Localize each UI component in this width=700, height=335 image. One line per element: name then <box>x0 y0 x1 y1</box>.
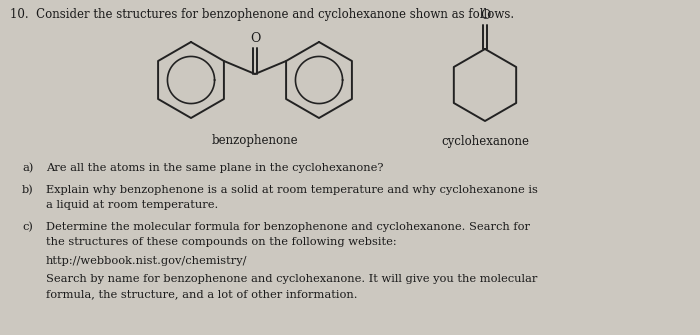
Text: O: O <box>250 32 260 45</box>
Text: Explain why benzophenone is a solid at room temperature and why cyclohexanone is: Explain why benzophenone is a solid at r… <box>46 185 538 195</box>
Text: O: O <box>480 9 490 22</box>
Text: benzophenone: benzophenone <box>211 134 298 147</box>
Text: 10.  Consider the structures for benzophenone and cyclohexanone shown as follows: 10. Consider the structures for benzophe… <box>10 8 514 21</box>
Text: cyclohexanone: cyclohexanone <box>441 135 529 148</box>
Text: Search by name for benzophenone and cyclohexanone. It will give you the molecula: Search by name for benzophenone and cycl… <box>46 274 538 284</box>
Text: the structures of these compounds on the following website:: the structures of these compounds on the… <box>46 237 397 247</box>
Text: formula, the structure, and a lot of other information.: formula, the structure, and a lot of oth… <box>46 289 358 299</box>
Text: a): a) <box>22 163 34 173</box>
Text: c): c) <box>22 221 33 232</box>
Text: b): b) <box>22 185 34 195</box>
Text: http://webbook.nist.gov/chemistry/: http://webbook.nist.gov/chemistry/ <box>46 256 248 266</box>
Text: a liquid at room temperature.: a liquid at room temperature. <box>46 200 218 210</box>
Text: Are all the atoms in the same plane in the cyclohexanone?: Are all the atoms in the same plane in t… <box>46 163 384 173</box>
Text: Determine the molecular formula for benzophenone and cyclohexanone. Search for: Determine the molecular formula for benz… <box>46 221 530 231</box>
